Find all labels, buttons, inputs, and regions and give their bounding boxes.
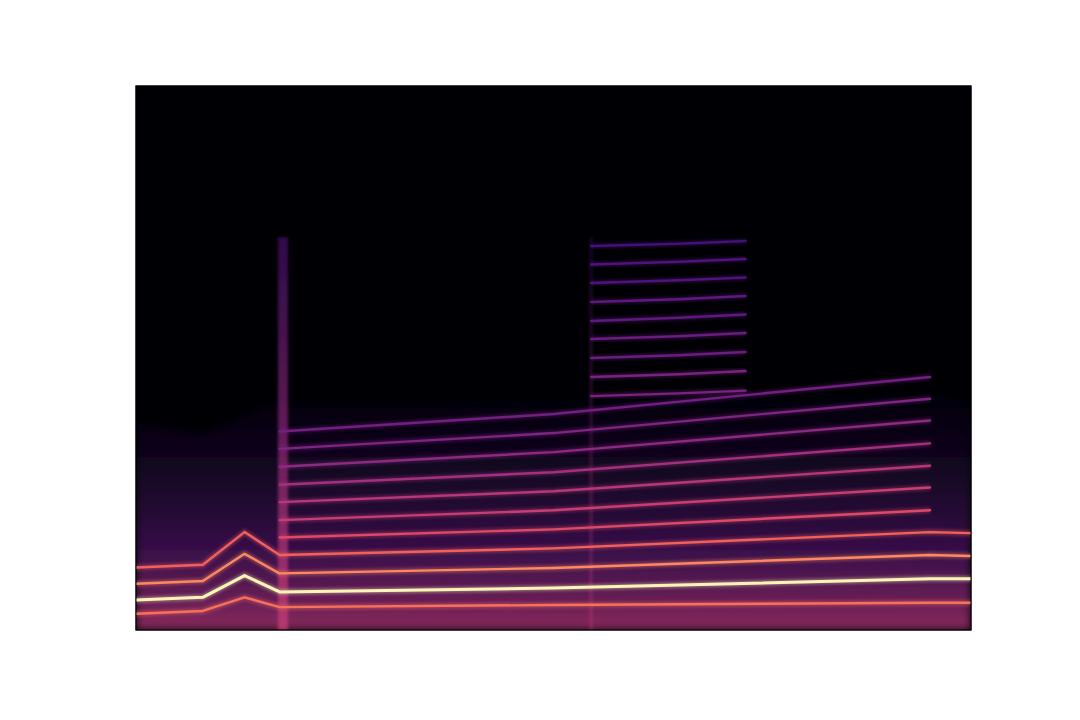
harmonic-halo xyxy=(591,314,745,321)
harmonic-line xyxy=(591,241,745,246)
harmonic-halo xyxy=(591,352,745,358)
harmonic-halo xyxy=(591,391,745,396)
plot-area xyxy=(136,237,971,630)
harmonic-halo xyxy=(591,371,745,377)
spectrogram-figure xyxy=(0,0,1080,720)
harmonic-line xyxy=(280,377,930,431)
harmonic-line xyxy=(136,532,971,567)
harmonic-halo xyxy=(591,333,745,339)
harmonic-halo xyxy=(280,377,930,431)
harmonic-line xyxy=(136,576,971,600)
harmonic-halo xyxy=(136,532,971,567)
harmonic-halo xyxy=(591,277,745,282)
harmonic-halo xyxy=(136,576,971,600)
harmonic-line xyxy=(591,259,745,264)
harmonic-line xyxy=(591,296,745,302)
harmonic-line xyxy=(280,487,930,520)
harmonic-line xyxy=(136,554,971,584)
noise-floor xyxy=(136,396,971,630)
harmonic-halo xyxy=(591,241,745,246)
harmonic-line xyxy=(591,391,745,396)
axis-frame xyxy=(136,86,971,630)
plot-frame xyxy=(136,86,971,630)
harmonic-halo xyxy=(591,259,745,264)
harmonic-line xyxy=(591,333,745,339)
harmonic-halo xyxy=(591,296,745,302)
harmonic-halo xyxy=(136,597,971,613)
harmonic-line xyxy=(136,597,971,613)
harmonic-line xyxy=(591,371,745,377)
harmonic-line xyxy=(591,352,745,358)
harmonic-halo xyxy=(136,554,971,584)
harmonic-line xyxy=(591,277,745,282)
harmonic-halo xyxy=(280,487,930,520)
harmonic-line xyxy=(591,314,745,321)
transient xyxy=(590,237,593,630)
